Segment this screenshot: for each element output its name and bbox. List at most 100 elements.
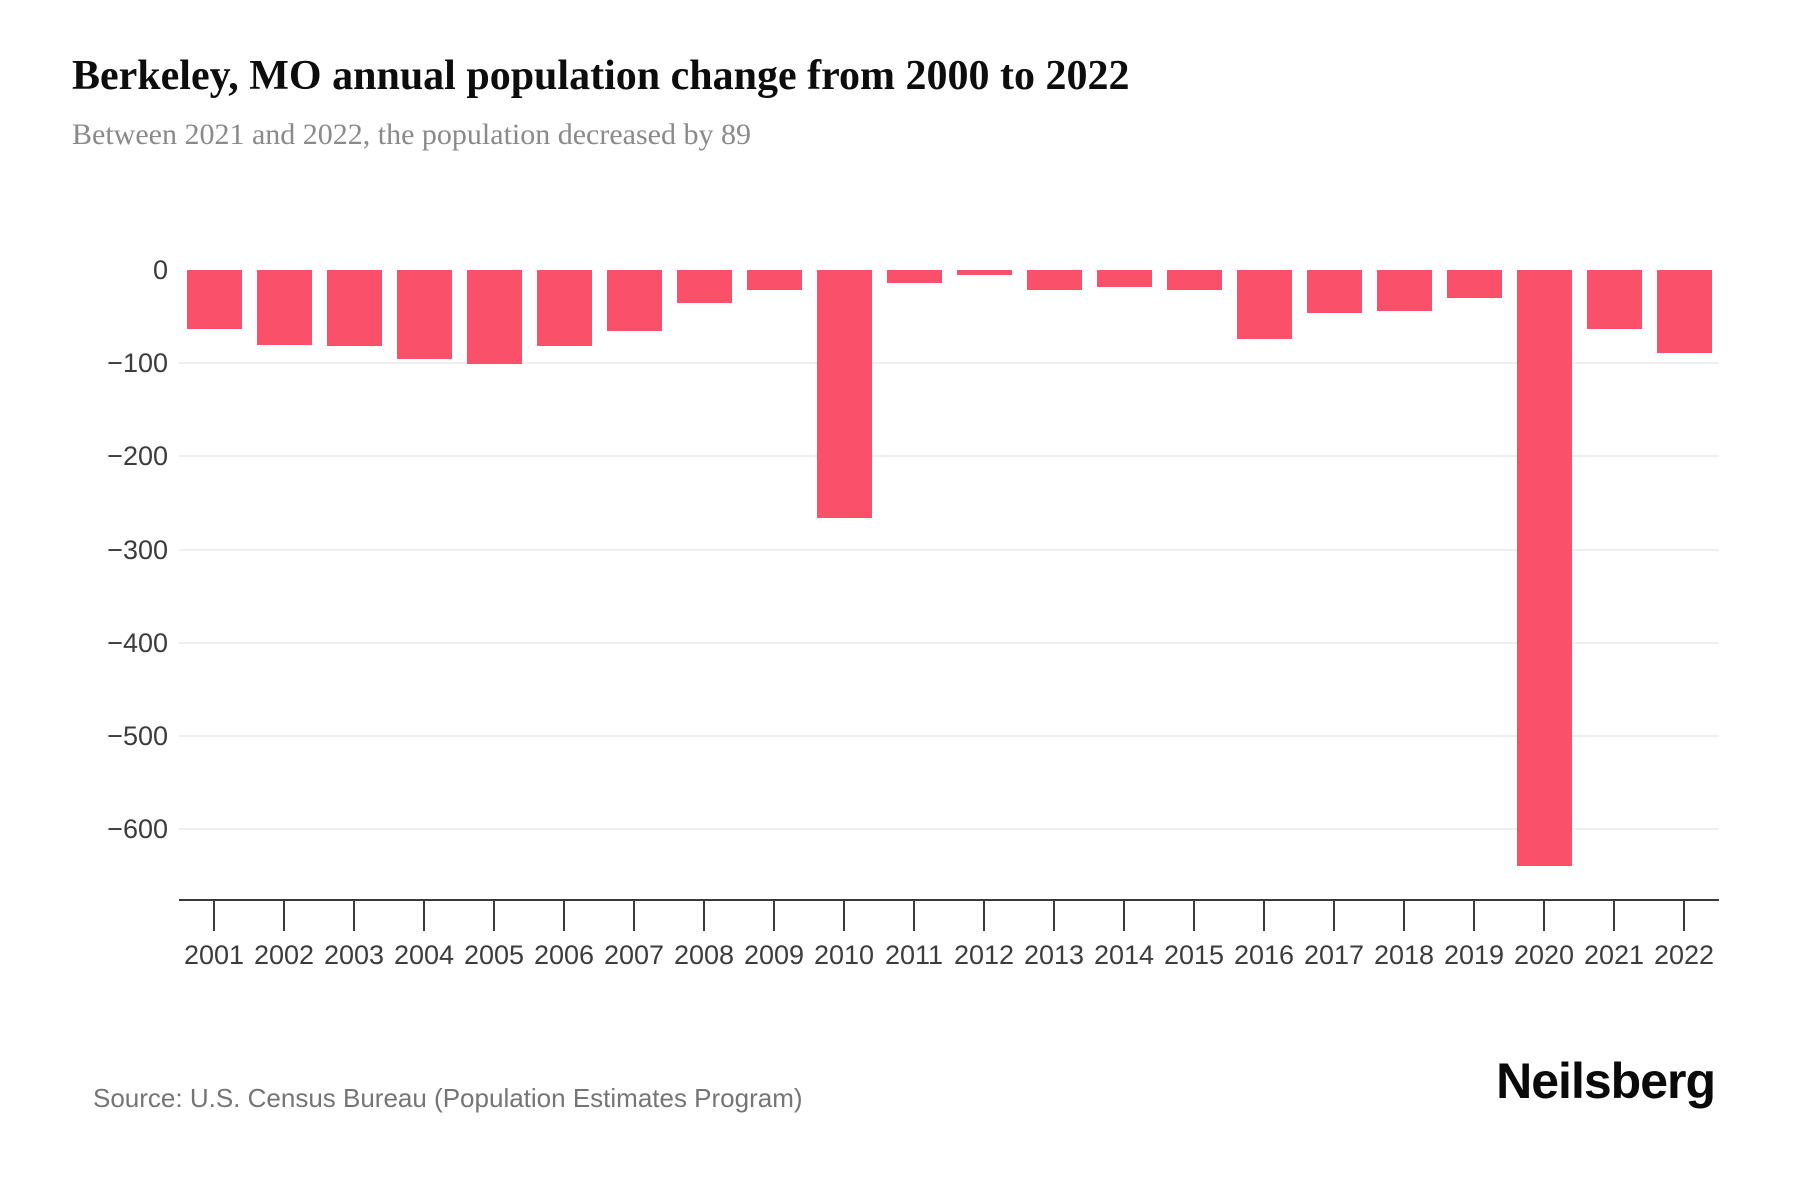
x-tick-2012 [983, 901, 985, 931]
gridline-y [179, 362, 1719, 365]
bar-slot-2002 [249, 270, 319, 346]
bar-slot-2022 [1649, 270, 1719, 353]
x-tick-2005 [493, 901, 495, 931]
bar-2007 [606, 270, 662, 331]
x-tick-label: 2002 [253, 940, 315, 970]
x-tick-label: 2010 [813, 940, 875, 970]
chart-title: Berkeley, MO annual population change fr… [72, 53, 1130, 99]
bar-2012 [956, 270, 1012, 275]
bar-2021 [1586, 270, 1642, 329]
bar-slot-2010 [809, 270, 879, 518]
bar-slot-2009 [739, 270, 809, 290]
x-tick-2013 [1053, 901, 1055, 931]
x-tick-2006 [563, 901, 565, 931]
bar-2020 [1516, 270, 1572, 867]
bar-2004 [396, 270, 452, 359]
y-tick-label: −400 [107, 627, 168, 658]
bar-2018 [1376, 270, 1432, 311]
bar-2001 [186, 270, 242, 329]
bar-series [179, 270, 1719, 900]
x-tick-label: 2011 [884, 940, 944, 970]
bar-slot-2005 [459, 270, 529, 365]
bar-slot-2020 [1509, 270, 1579, 867]
bar-slot-2013 [1019, 270, 1089, 290]
x-tick-label: 2005 [463, 940, 525, 970]
x-tick-2002 [283, 901, 285, 931]
bar-slot-2004 [389, 270, 459, 359]
bar-slot-2012 [949, 270, 1019, 275]
y-tick-label: −300 [107, 534, 168, 565]
bar-2009 [746, 270, 802, 290]
x-tick-label: 2009 [743, 940, 805, 970]
x-tick-label: 2020 [1513, 940, 1575, 970]
bar-2022 [1656, 270, 1712, 353]
x-tick-2004 [423, 901, 425, 931]
x-tick-2014 [1123, 901, 1125, 931]
bar-slot-2003 [319, 270, 389, 347]
bar-slot-2015 [1159, 270, 1229, 290]
neilsberg-logo: Neilsberg [1496, 1053, 1716, 1109]
bar-2010 [816, 270, 872, 518]
x-axis-line [179, 899, 1719, 901]
x-tick-2007 [633, 901, 635, 931]
y-tick-label: 0 [152, 255, 168, 285]
x-tick-label: 2018 [1373, 940, 1435, 970]
bar-slot-2001 [179, 270, 249, 329]
x-tick-label: 2004 [393, 940, 455, 970]
bar-2019 [1446, 270, 1502, 298]
x-tick-2016 [1263, 901, 1265, 931]
bar-slot-2018 [1369, 270, 1439, 311]
x-tick-label: 2006 [533, 940, 595, 970]
x-tick-2011 [913, 901, 915, 931]
x-tick-2001 [213, 901, 215, 931]
gridline-y [179, 828, 1719, 831]
x-tick-2018 [1403, 901, 1405, 931]
bar-2017 [1306, 270, 1362, 313]
x-tick-label: 2008 [673, 940, 735, 970]
source-note: Source: U.S. Census Bureau (Population E… [93, 1083, 803, 1113]
bar-2008 [676, 270, 732, 303]
x-tick-2022 [1683, 901, 1685, 931]
x-tick-label: 2022 [1653, 940, 1715, 970]
bar-2002 [256, 270, 312, 346]
x-tick-2021 [1613, 901, 1615, 931]
x-tick-2008 [703, 901, 705, 931]
x-tick-label: 2019 [1443, 940, 1505, 970]
bar-2006 [536, 270, 592, 347]
bar-slot-2007 [599, 270, 669, 331]
x-tick-label: 2014 [1093, 940, 1155, 970]
x-tick-2009 [773, 901, 775, 931]
bar-2014 [1096, 270, 1152, 287]
y-tick-label: −600 [107, 814, 168, 845]
bar-slot-2016 [1229, 270, 1299, 339]
bar-2005 [466, 270, 522, 365]
x-axis-labels: 2001 2002 2003 2004 2005 2006 2007 2008 2009 2010… [179, 940, 1719, 971]
chart-subtitle: Between 2021 and 2022, the population de… [72, 118, 751, 151]
x-tick-2015 [1193, 901, 1195, 931]
gridline-y [179, 734, 1719, 737]
y-tick-label: −100 [107, 348, 168, 379]
gridline-y [179, 641, 1719, 644]
bar-slot-2006 [529, 270, 599, 347]
bar-slot-2011 [879, 270, 949, 284]
x-tick-label: 2012 [953, 940, 1015, 970]
x-tick-label: 2007 [603, 940, 665, 970]
y-tick-label: −200 [107, 441, 168, 472]
bar-2013 [1026, 270, 1082, 290]
x-tick-2010 [843, 901, 845, 931]
x-tick-label: 2013 [1023, 940, 1085, 970]
bar-slot-2019 [1439, 270, 1509, 298]
x-tick-label: 2015 [1163, 940, 1225, 970]
bar-2016 [1236, 270, 1292, 339]
gridline-y [179, 455, 1719, 458]
x-tick-label: 2001 [183, 940, 245, 970]
bar-2015 [1166, 270, 1222, 290]
bar-slot-2017 [1299, 270, 1369, 313]
bar-2011 [886, 270, 942, 284]
y-tick-label: −500 [107, 720, 168, 751]
bar-slot-2021 [1579, 270, 1649, 329]
gridline-y [179, 548, 1719, 551]
x-tick-label: 2017 [1303, 940, 1365, 970]
x-tick-label: 2003 [323, 940, 385, 970]
